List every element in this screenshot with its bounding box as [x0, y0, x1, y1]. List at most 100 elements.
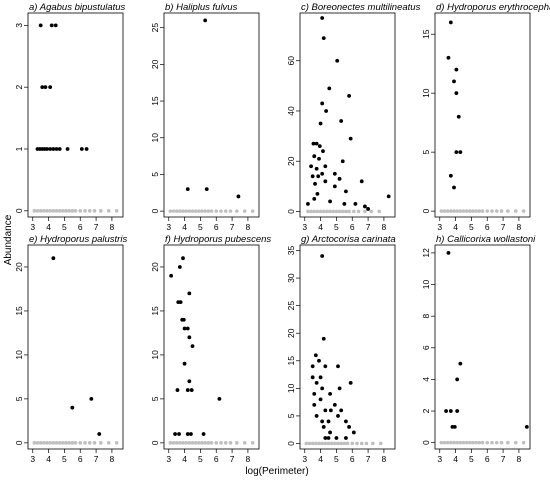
panel-title: h) Callicorixa wollastoni [436, 234, 536, 245]
absent-point [452, 440, 456, 445]
x-tick-label: 8 [517, 222, 522, 232]
y-tick-label: 20 [150, 262, 160, 272]
present-point [311, 141, 316, 146]
absent-point [35, 441, 40, 445]
absent-point [200, 209, 204, 213]
absent-point [181, 441, 185, 445]
absent-point [499, 209, 504, 213]
absent-point [35, 209, 40, 213]
x-tick-label: 3 [302, 454, 307, 464]
present-point [321, 36, 326, 41]
present-point [452, 424, 457, 429]
absent-point [337, 209, 342, 214]
x-tick-label: 7 [230, 454, 235, 464]
absent-point [32, 209, 37, 213]
present-point [323, 436, 328, 440]
absent-point [48, 209, 52, 213]
absent-point [329, 441, 334, 446]
y-tick-label: 0 [421, 208, 431, 213]
present-point [444, 409, 448, 413]
absent-point [468, 209, 472, 213]
absent-point [323, 441, 328, 446]
x-tick-label: 5 [469, 222, 474, 232]
absent-point [377, 209, 381, 214]
absent-point [54, 441, 59, 445]
absent-point [458, 209, 463, 213]
absent-point [513, 440, 518, 445]
absent-point [328, 209, 332, 214]
absent-point [92, 209, 97, 213]
x-axis-label: log(Perimeter) [245, 466, 308, 477]
absent-point [347, 209, 351, 214]
y-tick-label: 0 [14, 440, 24, 445]
absent-point [309, 209, 313, 214]
x-tick-label: 5 [62, 454, 67, 464]
y-tick-label: 10 [14, 350, 24, 360]
y-tick-label: 20 [150, 59, 160, 69]
absent-point [235, 441, 239, 445]
present-point [452, 185, 456, 190]
absent-point [61, 441, 65, 445]
x-tick-label: 4 [182, 454, 187, 464]
absent-point [206, 209, 211, 213]
x-tick-label: 7 [230, 222, 235, 232]
present-point [217, 396, 222, 401]
absent-point [181, 209, 185, 213]
absent-point [114, 209, 119, 213]
present-point [454, 67, 459, 72]
present-point [315, 191, 320, 196]
present-point [189, 432, 193, 436]
absent-point [369, 209, 374, 214]
present-point [339, 119, 344, 123]
present-point [185, 326, 190, 331]
present-point [318, 375, 323, 380]
present-point [455, 409, 460, 413]
absent-point [219, 209, 223, 213]
present-point [314, 141, 319, 146]
present-point [173, 432, 177, 436]
panel: f) Hydroporus pubescens 3 4 5 6 7 8 0 5 10 15 20 [150, 234, 271, 464]
absent-point [506, 440, 510, 445]
panel-title: e) Hydroporus palustris [29, 234, 127, 245]
y-tick-label: 5 [421, 150, 431, 155]
absent-point [331, 209, 336, 214]
present-point [181, 256, 185, 261]
absent-point [64, 209, 68, 213]
present-point [321, 425, 326, 429]
absent-point [334, 209, 339, 214]
x-tick-label: 6 [214, 222, 219, 232]
y-tick-label: 20 [286, 328, 296, 338]
x-tick-label: 6 [214, 454, 219, 464]
panel-title: f) Hydroporus pubescens [165, 234, 271, 245]
absent-point [485, 440, 490, 445]
present-point [332, 171, 337, 176]
present-point [187, 335, 192, 340]
absent-point [242, 441, 247, 445]
y-tick-label: 20 [286, 156, 296, 166]
x-tick-label: 6 [350, 222, 355, 232]
present-point [51, 256, 56, 261]
absent-point [87, 441, 92, 445]
y-tick-label: 0 [150, 440, 160, 445]
present-point [452, 79, 456, 84]
absent-point [480, 440, 485, 445]
y-tick-label: 15 [421, 29, 431, 39]
present-point [335, 58, 340, 63]
present-point [312, 197, 317, 201]
y-tick-label: 25 [286, 301, 296, 311]
absent-point [307, 441, 312, 446]
present-point [326, 436, 331, 440]
x-tick-label: 8 [517, 454, 522, 464]
present-point [317, 144, 322, 149]
present-point [351, 430, 356, 435]
y-tick-label: 8 [421, 314, 431, 319]
absent-point [320, 441, 324, 446]
absent-point [228, 209, 233, 213]
present-point [187, 291, 192, 296]
absent-point [228, 441, 233, 445]
absent-point [190, 209, 195, 213]
present-point [51, 147, 56, 151]
absent-point [38, 441, 43, 445]
absent-point [42, 441, 46, 445]
y-tick-label: 20 [14, 262, 24, 272]
